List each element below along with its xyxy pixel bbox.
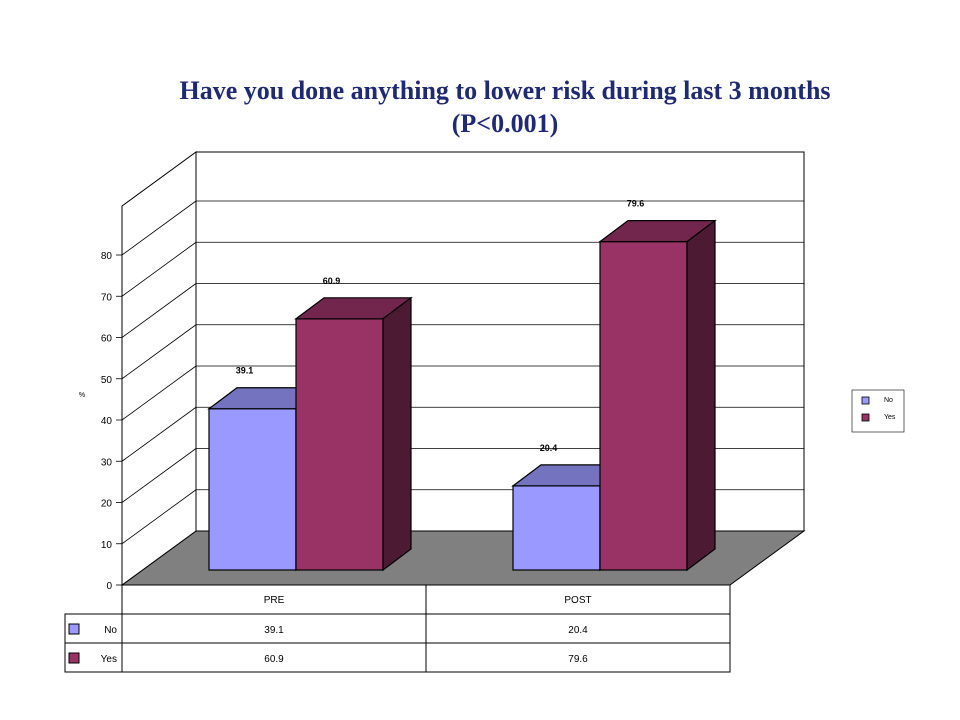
bar-no-pre bbox=[208, 408, 297, 571]
table-row-label: No bbox=[104, 625, 117, 636]
table-cell: 20.4 bbox=[568, 625, 588, 636]
gridline-side bbox=[121, 324, 197, 380]
y-tick-label: 40 bbox=[101, 416, 113, 427]
data-label: 39.1 bbox=[236, 366, 254, 376]
gridline-side bbox=[121, 200, 197, 256]
data-label: 60.9 bbox=[323, 276, 341, 286]
legend-swatch-yes bbox=[861, 413, 870, 422]
bars bbox=[207, 219, 717, 572]
gridline-side bbox=[121, 406, 197, 462]
legend-label-yes: Yes bbox=[884, 414, 896, 421]
y-tick-label: 0 bbox=[106, 581, 112, 592]
bar-side bbox=[382, 296, 412, 572]
side-wall bbox=[121, 151, 197, 586]
bar-yes-post bbox=[599, 241, 688, 571]
y-tick-label: 80 bbox=[101, 251, 113, 262]
legend-swatch-no bbox=[861, 396, 870, 405]
data-table: PRE POST No 39.1 20.4 Yes 60.9 79.6 bbox=[64, 584, 731, 673]
bar-no-post bbox=[512, 485, 601, 571]
data-labels: 39.1 60.9 20.4 79.6 bbox=[236, 199, 645, 453]
y-axis: 0 10 20 30 40 50 60 70 80% bbox=[79, 251, 123, 592]
y-tick-label: 10 bbox=[101, 540, 113, 551]
chart-title-line-2: (P<0.001) bbox=[451, 109, 559, 138]
table-row-label: Yes bbox=[101, 654, 117, 665]
legend: No Yes bbox=[851, 389, 905, 433]
legend-box bbox=[851, 389, 905, 433]
gridline-side bbox=[121, 283, 197, 338]
bar-side bbox=[686, 219, 716, 572]
gridline-side bbox=[121, 365, 197, 421]
data-label: 79.6 bbox=[627, 199, 645, 209]
y-tick-label: 20 bbox=[101, 499, 113, 510]
chart-title: Have you done anything to lower risk dur… bbox=[0, 74, 960, 140]
table-header-cell: PRE bbox=[264, 595, 285, 606]
table-swatch-no bbox=[68, 623, 80, 635]
bar-yes-pre bbox=[295, 318, 384, 571]
y-tick-label: 70 bbox=[101, 292, 113, 303]
legend-label-no: No bbox=[884, 397, 893, 404]
data-label: 20.4 bbox=[540, 443, 558, 453]
table-cell: 79.6 bbox=[568, 654, 588, 665]
table-swatch-yes bbox=[68, 652, 80, 664]
gridline-side bbox=[121, 241, 197, 297]
y-tick-label: 50 bbox=[101, 375, 113, 386]
table-cell: 39.1 bbox=[264, 625, 284, 636]
chart-title-line-1: Have you done anything to lower risk dur… bbox=[179, 76, 831, 105]
gridline-side bbox=[121, 489, 197, 545]
y-tick-label: 30 bbox=[101, 457, 113, 468]
table-header-cell: POST bbox=[564, 595, 591, 606]
gridline-side bbox=[121, 448, 197, 503]
y-tick-label: 60 bbox=[101, 334, 113, 345]
table-cell: 60.9 bbox=[264, 654, 284, 665]
y-axis-label: % bbox=[79, 392, 85, 399]
